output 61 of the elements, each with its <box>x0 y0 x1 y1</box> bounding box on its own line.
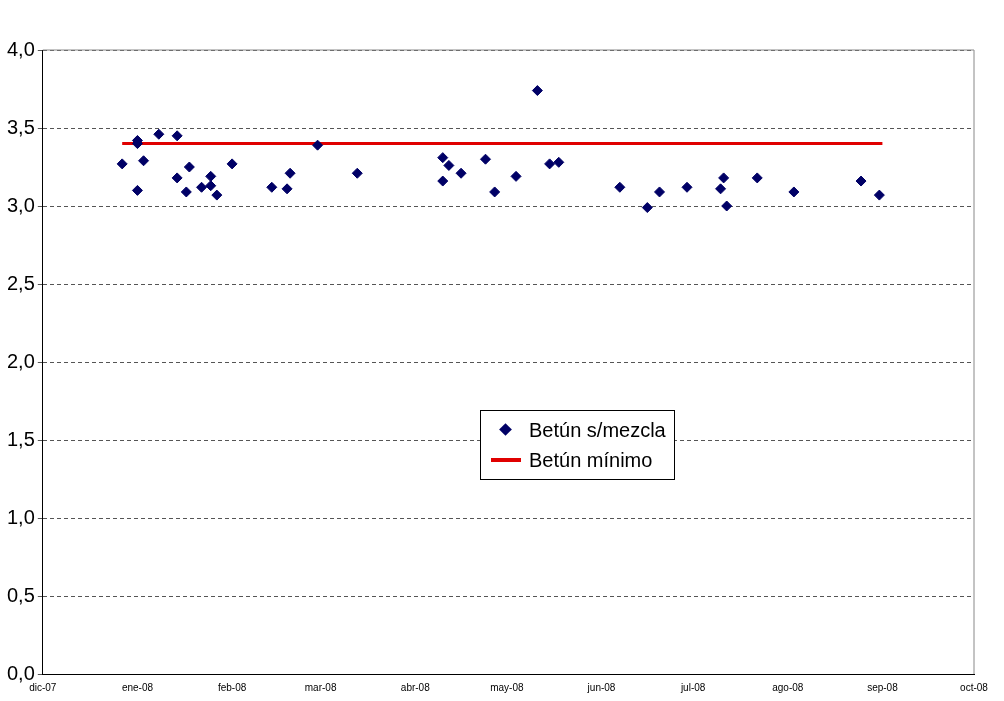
point <box>180 186 192 198</box>
x-tick-label: abr-08 <box>400 681 431 693</box>
y-tick-label: 0,0 <box>6 661 35 684</box>
point <box>443 159 455 171</box>
point <box>266 181 278 193</box>
point <box>654 186 666 198</box>
point <box>437 175 449 187</box>
legend-label: Betún s/mezcla <box>529 418 666 442</box>
x-tick-label: jun-08 <box>586 681 616 693</box>
point <box>131 184 143 196</box>
legend-label: Betún mínimo <box>529 448 653 472</box>
y-tick-label: 4,0 <box>6 37 35 60</box>
point <box>544 158 556 170</box>
x-tick-label: ene-08 <box>121 681 154 693</box>
y-tick-label: 2,0 <box>6 349 35 372</box>
x-tick-label: jul-08 <box>679 681 706 693</box>
point <box>480 153 491 165</box>
point <box>284 167 296 179</box>
y-tick-label: 1,0 <box>6 505 35 528</box>
point <box>116 158 128 170</box>
point <box>641 202 653 214</box>
point <box>205 180 217 192</box>
point <box>510 170 522 182</box>
y-tick-label: 1,5 <box>6 427 35 450</box>
x-tick-label: may-08 <box>490 681 524 693</box>
point <box>715 183 727 195</box>
x-tick-label: feb-08 <box>217 681 247 693</box>
x-tick-label: oct-08 <box>960 681 989 693</box>
point <box>226 158 238 170</box>
point <box>788 186 800 198</box>
x-tick-label: sep-08 <box>867 681 899 693</box>
x-tick-label: ago-08 <box>772 681 804 693</box>
point <box>455 167 467 179</box>
point <box>312 139 324 151</box>
point <box>183 161 195 173</box>
point <box>138 155 150 167</box>
point <box>437 152 449 164</box>
point <box>205 170 217 182</box>
x-tick-label: mar-08 <box>304 681 337 693</box>
y-tick-label: 2,5 <box>6 271 35 294</box>
point <box>351 167 363 179</box>
x-tick-label: dic-07 <box>29 681 57 693</box>
point <box>721 200 733 212</box>
point <box>855 175 867 187</box>
point <box>553 156 565 168</box>
y-tick-label: 3,0 <box>6 193 35 216</box>
point <box>718 172 730 184</box>
point <box>751 172 763 184</box>
y-tick-label: 3,5 <box>6 115 35 138</box>
point <box>873 189 885 201</box>
point <box>489 186 501 198</box>
point <box>281 183 293 195</box>
point <box>153 128 165 140</box>
point <box>681 181 693 193</box>
point <box>211 189 223 201</box>
point <box>171 130 183 142</box>
y-tick-label: 0,5 <box>6 583 35 606</box>
point <box>531 85 543 97</box>
point <box>196 181 208 193</box>
point <box>171 172 183 184</box>
point <box>614 181 626 193</box>
